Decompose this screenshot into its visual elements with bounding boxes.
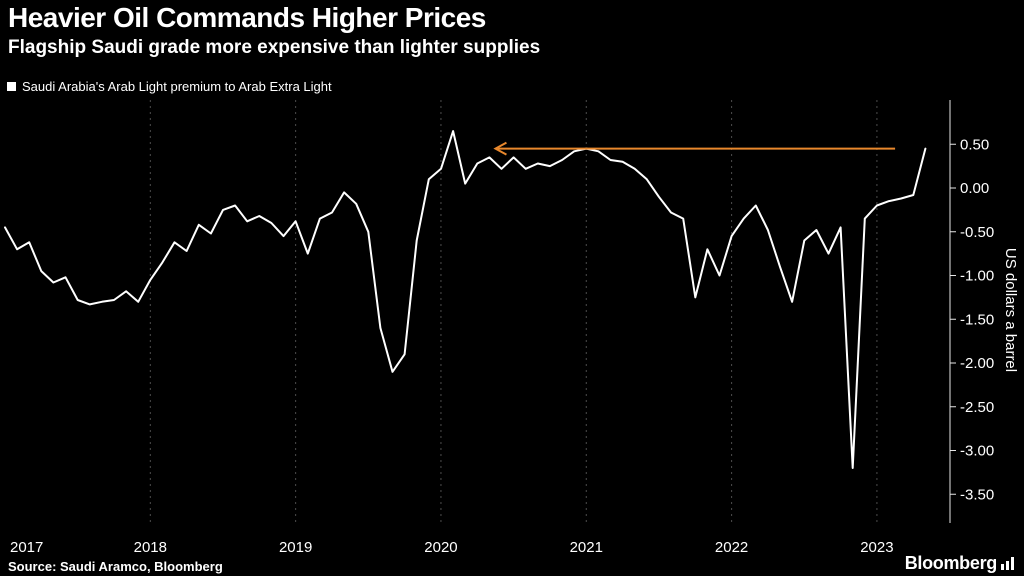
y-axis-tick-label: 0.00 [960,180,989,197]
chart-title: Heavier Oil Commands Higher Prices [8,2,486,33]
x-axis-year-label: 2018 [134,539,167,556]
source-note: Source: Saudi Aramco, Bloomberg [8,559,223,574]
x-axis-year-label: 2017 [10,539,43,556]
bloomberg-wordmark: Bloomberg [904,553,998,573]
x-axis-year-label: 2023 [860,539,893,556]
y-axis-tick-label: -3.00 [960,443,994,460]
x-axis-year-label: 2021 [570,539,603,556]
data-line [4,130,927,469]
x-axis-year-label: 2022 [715,539,748,556]
y-axis-tick-label: -2.50 [960,399,994,416]
y-axis-tick-label: -2.00 [960,355,994,372]
x-axis-year-label: 2019 [279,539,312,556]
legend-square-marker-icon [7,82,16,91]
terminal-bar-chart-icon [1001,557,1014,570]
y-axis-tick-label: 0.50 [960,136,989,153]
y-axis-tick-label: -1.00 [960,268,994,285]
bloomberg-logo: Bloomberg [905,553,1014,574]
y-axis-tick-label: -3.50 [960,486,994,503]
chart-subtitle: Flagship Saudi grade more expensive than… [8,37,541,58]
annotation-arrow-head-icon [493,141,507,156]
legend-label: Saudi Arabia's Arab Light premium to Ara… [22,79,332,94]
y-axis-title: US dollars a barrel [1002,248,1019,372]
legend: Saudi Arabia's Arab Light premium to Ara… [7,79,332,94]
y-axis-tick-label: -1.50 [960,311,994,328]
x-axis-year-label: 2020 [424,539,457,556]
y-axis-tick-label: -0.50 [960,224,994,241]
